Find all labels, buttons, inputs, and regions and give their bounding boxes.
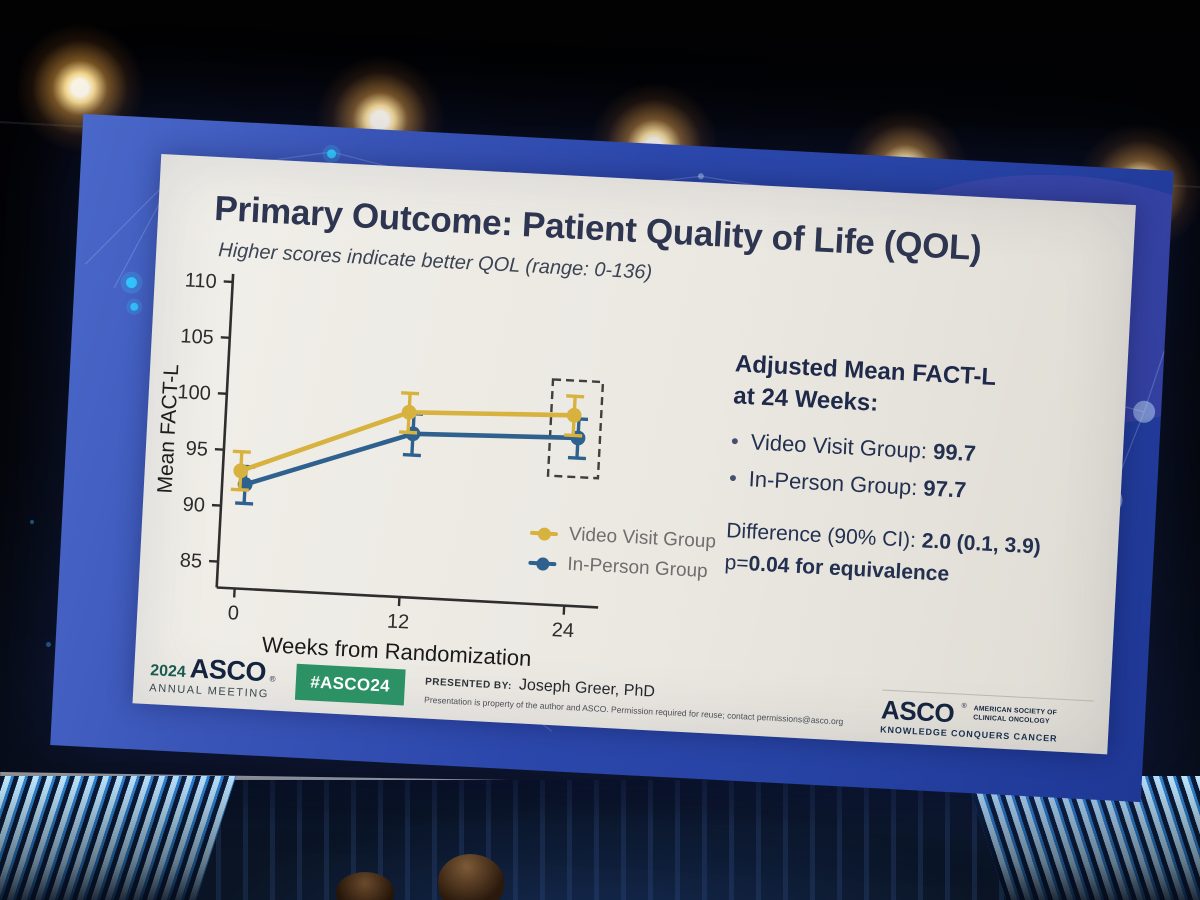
glow-dot [30,520,34,524]
svg-text:95: 95 [185,438,208,461]
stage-curtain [140,780,1070,900]
asco-annual-meeting-logo: 2024 ASCO ® ANNUAL MEETING [149,653,276,701]
results-panel: Adjusted Mean FACT-L at 24 Weeks: • Video… [724,348,1113,594]
video-group-result: • Video Visit Group: 99.7 [730,428,977,466]
projection-screen: Primary Outcome: Patient Quality of Life… [50,113,1174,803]
results-bullets: • Video Visit Group: 99.7 • In-Person Grou… [728,428,1109,511]
svg-text:Mean FACT-L: Mean FACT-L [154,363,184,494]
asco-full-name: AMERICAN SOCIETY OF CLINICAL ONCOLOGY [972,705,1058,726]
stage-light-panel-left [0,776,237,900]
svg-text:105: 105 [180,325,214,349]
presentation-slide: Primary Outcome: Patient Quality of Life… [132,153,1136,755]
svg-text:100: 100 [177,381,211,405]
glow-dot [46,642,51,647]
svg-text:0: 0 [227,602,239,625]
video-legend-marker [529,526,559,541]
qol-chart: 85 90 95 100 105 110 0 12 24 Mean FACT-L Weeks fro… [147,258,767,689]
legend-label: In-Person Group [566,553,709,583]
svg-text:12: 12 [386,610,409,633]
asco-brand-block: ASCO ® AMERICAN SOCIETY OF CLINICAL ONCO… [879,689,1094,746]
chart-legend: Video Visit Group In-Person Group [527,522,716,592]
svg-text:90: 90 [182,494,205,517]
legend-item-inperson: In-Person Group [528,552,715,584]
svg-text:24: 24 [551,619,574,642]
results-heading: Adjusted Mean FACT-L at 24 Weeks: [732,350,997,417]
svg-text:85: 85 [179,550,202,573]
presenter-block: PRESENTED BY: Joseph Greer, PhD Presenta… [423,676,844,727]
inperson-group-result: • In-Person Group: 97.7 [728,464,967,503]
hashtag-badge: #ASCO24 [294,663,406,705]
svg-text:110: 110 [184,269,217,293]
inperson-legend-marker [528,556,557,571]
audience-head [336,872,394,900]
